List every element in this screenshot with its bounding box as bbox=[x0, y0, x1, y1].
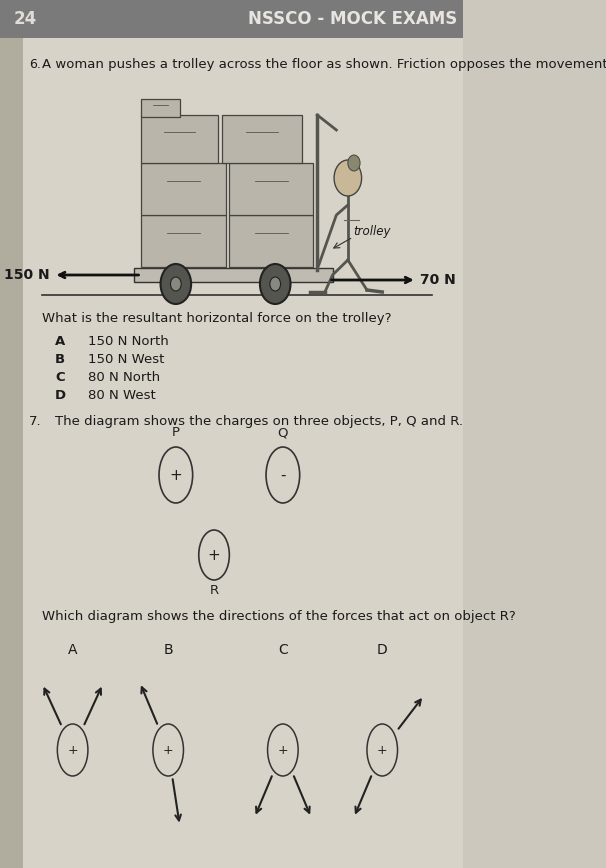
Text: Which diagram shows the directions of the forces that act on object R?: Which diagram shows the directions of th… bbox=[42, 610, 516, 623]
FancyBboxPatch shape bbox=[134, 268, 333, 282]
Text: +: + bbox=[67, 744, 78, 757]
Text: 6.: 6. bbox=[29, 58, 41, 71]
Text: -: - bbox=[280, 468, 285, 483]
Text: +: + bbox=[278, 744, 288, 757]
Text: R: R bbox=[210, 584, 219, 597]
Text: A: A bbox=[55, 335, 65, 348]
Text: 7.: 7. bbox=[29, 415, 42, 428]
Text: 150 N North: 150 N North bbox=[88, 335, 168, 348]
Text: D: D bbox=[55, 389, 66, 402]
Text: The diagram shows the charges on three objects, P, Q and R.: The diagram shows the charges on three o… bbox=[55, 415, 463, 428]
Text: 150 N West: 150 N West bbox=[88, 353, 164, 366]
Text: What is the resultant horizontal force on the trolley?: What is the resultant horizontal force o… bbox=[42, 312, 391, 325]
Circle shape bbox=[161, 264, 191, 304]
Text: A woman pushes a trolley across the floor as shown. Friction opposes the movemen: A woman pushes a trolley across the floo… bbox=[42, 58, 606, 71]
FancyBboxPatch shape bbox=[222, 115, 302, 163]
FancyBboxPatch shape bbox=[0, 0, 463, 38]
Text: +: + bbox=[377, 744, 388, 757]
Text: B: B bbox=[55, 353, 65, 366]
Circle shape bbox=[348, 155, 360, 171]
FancyBboxPatch shape bbox=[141, 115, 218, 163]
FancyBboxPatch shape bbox=[141, 163, 225, 215]
Text: 150 N: 150 N bbox=[4, 268, 50, 282]
Text: C: C bbox=[55, 371, 65, 384]
Circle shape bbox=[260, 264, 290, 304]
Text: C: C bbox=[278, 643, 288, 657]
Circle shape bbox=[270, 277, 281, 291]
FancyBboxPatch shape bbox=[23, 0, 463, 868]
Circle shape bbox=[334, 160, 362, 196]
Text: P: P bbox=[172, 426, 180, 439]
Text: A: A bbox=[68, 643, 78, 657]
FancyBboxPatch shape bbox=[229, 215, 313, 267]
Text: 80 N West: 80 N West bbox=[88, 389, 156, 402]
Polygon shape bbox=[0, 0, 42, 868]
Text: 70 N: 70 N bbox=[421, 273, 456, 287]
FancyBboxPatch shape bbox=[141, 215, 225, 267]
FancyBboxPatch shape bbox=[141, 99, 179, 117]
Text: +: + bbox=[163, 744, 173, 757]
Circle shape bbox=[170, 277, 181, 291]
Text: D: D bbox=[377, 643, 388, 657]
Text: 80 N North: 80 N North bbox=[88, 371, 160, 384]
Text: +: + bbox=[208, 548, 221, 562]
Text: +: + bbox=[170, 468, 182, 483]
Text: B: B bbox=[164, 643, 173, 657]
FancyBboxPatch shape bbox=[229, 163, 313, 215]
Text: 24: 24 bbox=[14, 10, 37, 28]
Text: trolley: trolley bbox=[353, 226, 391, 239]
Text: Q: Q bbox=[278, 426, 288, 439]
Text: NSSCO - MOCK EXAMS: NSSCO - MOCK EXAMS bbox=[248, 10, 457, 28]
